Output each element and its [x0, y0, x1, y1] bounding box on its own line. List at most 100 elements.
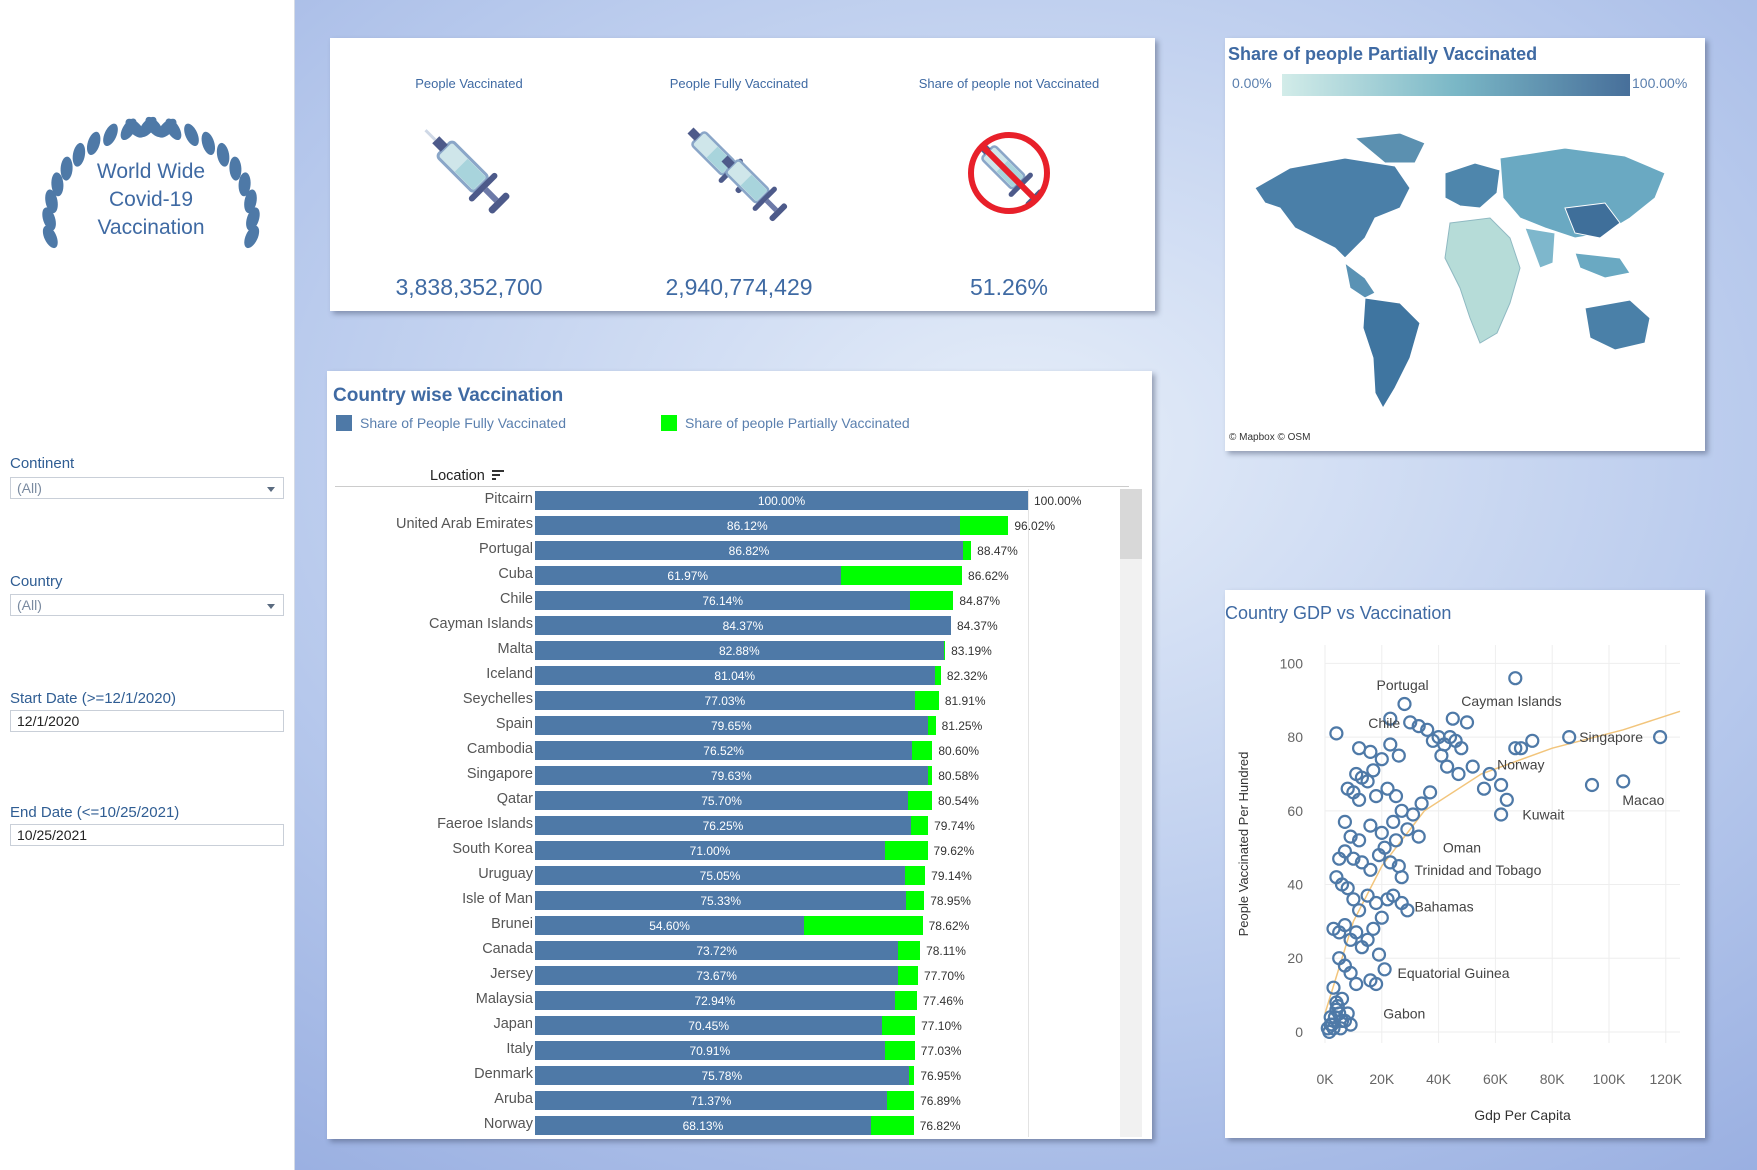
- bar-fully-vaccinated[interactable]: [535, 991, 895, 1010]
- scatter-point[interactable]: [1343, 1017, 1358, 1032]
- scatter-point[interactable]: [1397, 696, 1412, 712]
- bar-partially-vaccinated[interactable]: [898, 966, 919, 985]
- bar-fully-vaccinated[interactable]: [535, 716, 928, 735]
- bar-row[interactable]: Seychelles 77.03% 81.91%: [327, 689, 1147, 714]
- scatter-point[interactable]: [1354, 855, 1369, 870]
- scatter-point[interactable]: [1465, 759, 1480, 774]
- scatter-point[interactable]: [1525, 733, 1540, 748]
- scatter-point[interactable]: [1346, 892, 1361, 907]
- bar-row[interactable]: Isle of Man 75.33% 78.95%: [327, 889, 1147, 914]
- bar-row[interactable]: Uruguay 75.05% 79.14%: [327, 864, 1147, 889]
- bar-partially-vaccinated[interactable]: [912, 741, 933, 760]
- scatter-point[interactable]: [1508, 671, 1523, 686]
- scatter-point[interactable]: [1616, 774, 1631, 789]
- bar-fully-vaccinated[interactable]: [535, 966, 899, 985]
- scatter-point[interactable]: [1391, 748, 1406, 763]
- scatter-point[interactable]: [1653, 730, 1668, 745]
- scatter-point[interactable]: [1374, 752, 1389, 767]
- bar-partially-vaccinated[interactable]: [910, 816, 929, 835]
- scatter-point[interactable]: [1394, 870, 1409, 885]
- scatter-point[interactable]: [1400, 903, 1415, 918]
- bar-partially-vaccinated[interactable]: [963, 541, 972, 560]
- bar-row[interactable]: Cambodia 76.52% 80.60%: [327, 739, 1147, 764]
- bar-partially-vaccinated[interactable]: [943, 641, 946, 660]
- scatter-point[interactable]: [1383, 855, 1398, 870]
- scatter-point[interactable]: [1340, 881, 1355, 896]
- scatter-point[interactable]: [1420, 722, 1435, 737]
- bar-fully-vaccinated[interactable]: [535, 1066, 909, 1085]
- bar-row[interactable]: Italy 70.91% 77.03%: [327, 1039, 1147, 1064]
- scatter-point[interactable]: [1366, 921, 1381, 936]
- bar-fully-vaccinated[interactable]: [535, 941, 899, 960]
- bar-row[interactable]: Cayman Islands 84.37% 84.37%: [327, 614, 1147, 639]
- bar-fully-vaccinated[interactable]: [535, 641, 944, 660]
- country-dropdown[interactable]: (All): [10, 594, 284, 616]
- scatter-point[interactable]: [1380, 781, 1395, 796]
- bar-row[interactable]: Norway 68.13% 76.82%: [327, 1114, 1147, 1137]
- bar-partially-vaccinated[interactable]: [904, 866, 926, 885]
- bar-row[interactable]: Pitcairn 100.00% 100.00%: [327, 489, 1147, 514]
- bar-fully-vaccinated[interactable]: [535, 841, 886, 860]
- continent-dropdown[interactable]: (All): [10, 477, 284, 499]
- bar-row[interactable]: United Arab Emirates 86.12% 96.02%: [327, 514, 1147, 539]
- chart-scrollbar-track[interactable]: [1120, 489, 1142, 1137]
- scatter-point[interactable]: [1352, 741, 1367, 756]
- scatter-point[interactable]: [1476, 781, 1492, 796]
- bar-row[interactable]: Brunei 54.60% 78.62%: [327, 914, 1147, 939]
- bar-row[interactable]: Iceland 81.04% 82.32%: [327, 664, 1147, 689]
- bar-fully-vaccinated[interactable]: [535, 766, 928, 785]
- bar-row[interactable]: Cuba 61.97% 86.62%: [327, 564, 1147, 589]
- scatter-point[interactable]: [1369, 976, 1384, 992]
- bar-partially-vaccinated[interactable]: [906, 891, 925, 910]
- bar-partially-vaccinated[interactable]: [898, 941, 921, 960]
- bar-row[interactable]: Malta 82.88% 83.19%: [327, 639, 1147, 664]
- bar-row[interactable]: Portugal 86.82% 88.47%: [327, 539, 1147, 564]
- bar-fully-vaccinated[interactable]: [535, 516, 960, 535]
- scatter-point[interactable]: [1377, 962, 1392, 977]
- scatter-point[interactable]: [1494, 777, 1509, 793]
- scatter-point[interactable]: [1366, 763, 1381, 778]
- scatter-point[interactable]: [1360, 774, 1375, 789]
- scatter-point[interactable]: [1403, 715, 1418, 730]
- scatter-point[interactable]: [1371, 947, 1387, 962]
- bar-fully-vaccinated[interactable]: [535, 591, 911, 610]
- scatter-point[interactable]: [1360, 932, 1375, 947]
- bar-row[interactable]: Spain 79.65% 81.25%: [327, 714, 1147, 739]
- bar-fully-vaccinated[interactable]: [535, 691, 915, 710]
- scatter-point[interactable]: [1454, 741, 1469, 756]
- start-date-input[interactable]: 12/1/2020: [10, 710, 284, 732]
- bar-fully-vaccinated[interactable]: [535, 866, 905, 885]
- scatter-point[interactable]: [1400, 822, 1415, 837]
- scatter-point[interactable]: [1329, 726, 1344, 741]
- scatter-point[interactable]: [1411, 829, 1426, 844]
- bar-partially-vaccinated[interactable]: [914, 691, 939, 710]
- scatter-point[interactable]: [1386, 814, 1401, 829]
- scatter-point[interactable]: [1363, 744, 1378, 759]
- bar-fully-vaccinated[interactable]: [535, 541, 964, 560]
- bar-partially-vaccinated[interactable]: [910, 591, 954, 610]
- bar-fully-vaccinated[interactable]: [535, 1091, 887, 1110]
- bar-partially-vaccinated[interactable]: [927, 716, 936, 735]
- scatter-point[interactable]: [1423, 785, 1438, 800]
- scatter-point[interactable]: [1386, 888, 1401, 903]
- bar-fully-vaccinated[interactable]: [535, 566, 841, 585]
- scatter-point[interactable]: [1584, 777, 1600, 793]
- bar-row[interactable]: Singapore 79.63% 80.58%: [327, 764, 1147, 789]
- bar-partially-vaccinated[interactable]: [840, 566, 963, 585]
- scatter-point[interactable]: [1383, 737, 1398, 752]
- bar-row[interactable]: South Korea 71.00% 79.62%: [327, 839, 1147, 864]
- scatter-point[interactable]: [1337, 958, 1353, 973]
- chart-scrollbar-thumb[interactable]: [1120, 489, 1142, 559]
- scatter-point[interactable]: [1352, 833, 1367, 848]
- bar-partially-vaccinated[interactable]: [908, 1066, 915, 1085]
- scatter-point[interactable]: [1482, 766, 1497, 782]
- bar-row[interactable]: Canada 73.72% 78.11%: [327, 939, 1147, 964]
- scatter-point[interactable]: [1349, 976, 1364, 992]
- scatter-point[interactable]: [1414, 796, 1429, 811]
- scatter-point[interactable]: [1363, 862, 1378, 877]
- bar-partially-vaccinated[interactable]: [959, 516, 1009, 535]
- end-date-input[interactable]: 10/25/2021: [10, 824, 284, 846]
- bar-partially-vaccinated[interactable]: [804, 916, 923, 935]
- bar-row[interactable]: Faeroe Islands 76.25% 79.74%: [327, 814, 1147, 839]
- scatter-point[interactable]: [1337, 844, 1353, 859]
